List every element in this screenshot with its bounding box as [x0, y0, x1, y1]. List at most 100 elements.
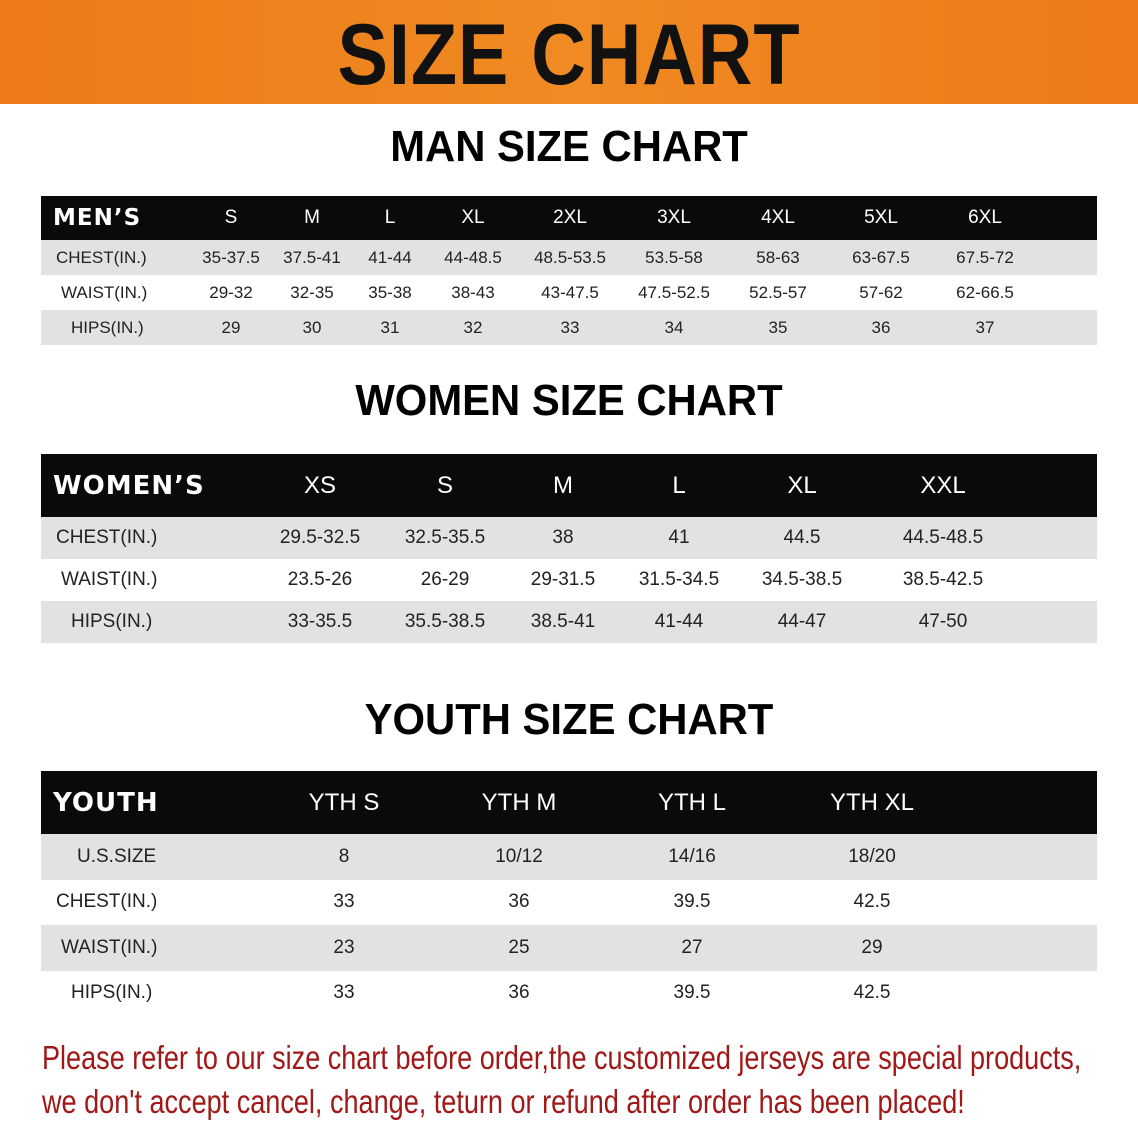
table-cell: 52.5-57	[749, 282, 807, 302]
banner: SIZE CHART	[0, 0, 1138, 104]
size-header: S	[436, 471, 454, 499]
size-header: XS	[303, 471, 337, 499]
size-header: 5XL	[864, 207, 898, 228]
size-header: XL	[787, 471, 817, 499]
row-label: CHEST(IN.)	[56, 891, 158, 913]
table-cell: 38-43	[451, 282, 495, 302]
table-cell: 33	[560, 317, 580, 337]
table-cell: 14/16	[668, 845, 716, 867]
table-cell: 41-44	[654, 611, 704, 632]
row-label: CHEST(IN.)	[56, 527, 158, 548]
table-cell: 32-35	[290, 282, 334, 302]
men-section-title: MAN SIZE CHART	[390, 122, 748, 171]
table-cell: 29-31.5	[530, 569, 596, 590]
size-header: YTH L	[657, 788, 727, 816]
table-cell: 25	[508, 936, 530, 958]
size-header: YTH XL	[829, 788, 915, 816]
men-header-row: MEN’S S M L XL 2XL 3XL 4XL 5XL 6XL	[41, 196, 1097, 240]
row-label: WAIST(IN.)	[61, 282, 148, 302]
table-row: HIPS(IN.) 29 30 31 32 33 34 35 36 37	[41, 310, 1097, 345]
table-cell: 23.5-26	[287, 569, 353, 590]
table-row: CHEST(IN.) 29.5-32.5 32.5-35.5 38 41 44.5 44.5…	[41, 517, 1097, 559]
size-header: YTH M	[481, 788, 557, 816]
table-cell: 35	[768, 317, 788, 337]
table-row: WAIST(IN.) 23.5-26 26-29 29-31.5 31.5-34.5 34…	[41, 559, 1097, 601]
size-header: YTH S	[308, 788, 380, 816]
youth-section-title: YOUTH SIZE CHART	[364, 695, 774, 744]
size-header: 4XL	[761, 207, 795, 228]
table-cell: 26-29	[420, 569, 470, 590]
table-cell: 31.5-34.5	[638, 569, 720, 590]
table-cell: 47.5-52.5	[638, 282, 710, 302]
table-cell: 34.5-38.5	[761, 569, 843, 590]
table-cell: 35-38	[368, 282, 412, 302]
size-header: M	[304, 207, 320, 228]
table-cell: 36	[508, 891, 530, 913]
table-cell: 34	[664, 317, 684, 337]
women-section-title: WOMEN SIZE CHART	[355, 376, 783, 425]
table-cell: 44-48.5	[444, 247, 502, 267]
table-cell: 35.5-38.5	[404, 611, 486, 632]
table-row: CHEST(IN.) 33 36 39.5 42.5	[41, 880, 1097, 926]
table-cell: 38	[552, 527, 574, 548]
row-label: WAIST(IN.)	[61, 936, 158, 958]
row-label: CHEST(IN.)	[56, 247, 147, 267]
size-header: S	[224, 207, 238, 228]
table-cell: 10/12	[495, 845, 543, 867]
youth-header-row: YOUTH YTH S YTH M YTH L YTH XL	[41, 771, 1097, 834]
table-cell: 27	[681, 936, 703, 958]
banner-title: SIZE CHART	[337, 7, 801, 103]
size-header: 3XL	[657, 207, 691, 228]
table-cell: 44.5-48.5	[902, 527, 984, 548]
table-cell: 30	[302, 317, 322, 337]
size-header: M	[553, 471, 573, 499]
table-cell: 42.5	[853, 982, 891, 1004]
size-header: L	[672, 471, 686, 499]
table-cell: 53.5-58	[645, 247, 703, 267]
notice-line: we don't accept cancel, change, teturn o…	[42, 1083, 965, 1120]
size-header: 2XL	[553, 207, 587, 228]
table-cell: 32.5-35.5	[404, 527, 486, 548]
size-header: L	[384, 207, 396, 228]
table-cell: 41-44	[368, 247, 412, 267]
table-cell: 35-37.5	[202, 247, 260, 267]
order-notice: Please refer to our size chart before or…	[42, 1036, 1124, 1124]
table-cell: 23	[333, 936, 355, 958]
table-cell: 29	[221, 317, 241, 337]
size-header: XXL	[920, 471, 966, 499]
size-header: XL	[461, 207, 485, 228]
table-cell: 58-63	[756, 247, 800, 267]
table-cell: 32	[463, 317, 483, 337]
table-row: HIPS(IN.) 33 36 39.5 42.5	[41, 971, 1097, 1017]
table-cell: 29-32	[209, 282, 253, 302]
table-row: HIPS(IN.) 33-35.5 35.5-38.5 38.5-41 41-44 44-…	[41, 601, 1097, 643]
row-label: U.S.SIZE	[77, 845, 157, 867]
size-header: 6XL	[968, 207, 1002, 228]
table-cell: 33-35.5	[287, 611, 353, 632]
table-cell: 36	[508, 982, 530, 1004]
row-label: WAIST(IN.)	[61, 569, 158, 590]
table-cell: 39.5	[673, 982, 711, 1004]
table-cell: 44.5	[783, 527, 821, 548]
table-cell: 8	[338, 845, 350, 867]
header-label: MEN’S	[53, 205, 142, 231]
table-row: WAIST(IN.) 23 25 27 29	[41, 925, 1097, 971]
table-cell: 42.5	[853, 891, 891, 913]
table-cell: 67.5-72	[956, 247, 1014, 267]
table-cell: 43-47.5	[541, 282, 599, 302]
table-cell: 36	[871, 317, 891, 337]
table-row: CHEST(IN.) 35-37.5 37.5-41 41-44 44-48.5 48.5…	[41, 240, 1097, 275]
table-cell: 38.5-42.5	[902, 569, 984, 590]
table-cell: 44-47	[777, 611, 827, 632]
table-cell: 39.5	[673, 891, 711, 913]
women-header-row: WOMEN’S XS S M L XL XXL	[41, 454, 1097, 517]
table-cell: 48.5-53.5	[534, 247, 606, 267]
table-cell: 18/20	[848, 845, 896, 867]
notice-line: Please refer to our size chart before or…	[42, 1039, 1082, 1076]
table-cell: 57-62	[859, 282, 903, 302]
row-label: HIPS(IN.)	[71, 611, 153, 632]
row-label: HIPS(IN.)	[71, 982, 153, 1004]
table-cell: 37	[975, 317, 995, 337]
table-cell: 47-50	[918, 611, 968, 632]
header-label: WOMEN’S	[53, 470, 205, 501]
